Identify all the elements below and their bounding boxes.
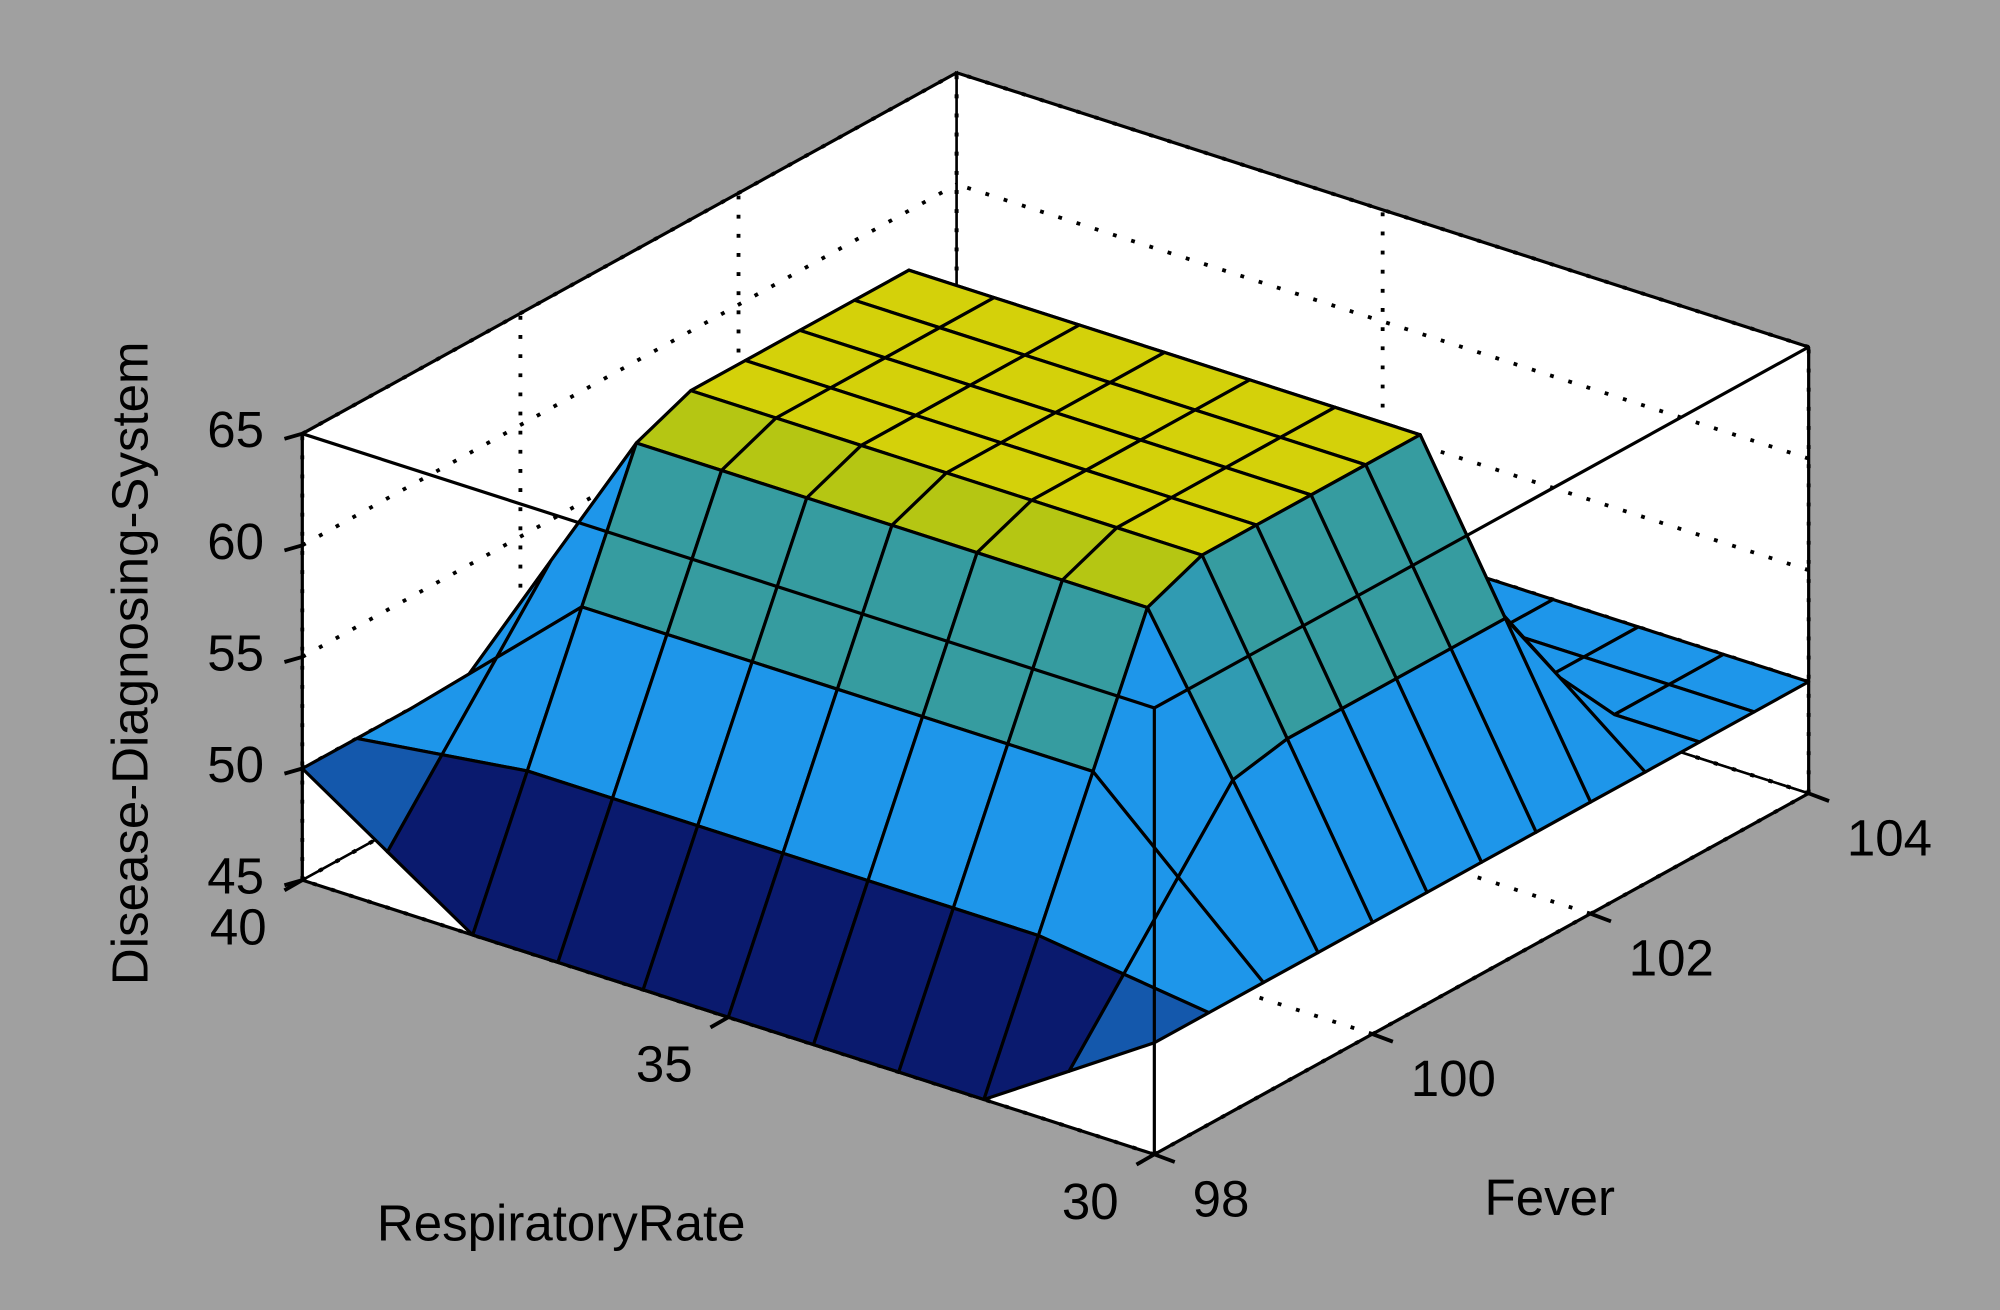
box-edge: [956, 71, 1810, 349]
y-tick-label: 104: [1847, 809, 1932, 866]
box-edge: [301, 71, 958, 436]
z-tick-label: 45: [207, 848, 264, 905]
z-tick-label: 65: [207, 401, 264, 458]
surface-patch: [1067, 972, 1211, 1073]
y-tick-label: 98: [1193, 1170, 1250, 1227]
y-tick: [1808, 791, 1830, 803]
box-edge: [1153, 791, 1810, 1156]
x-tick: [1135, 1152, 1156, 1167]
y-tick: [1371, 1032, 1394, 1044]
x-tick-label: 40: [210, 899, 267, 956]
z-tick-label: 55: [207, 624, 264, 681]
box-edge: [301, 432, 1155, 710]
z-tick: [283, 543, 303, 553]
z-axis-label: Disease-Diagnosing-System: [101, 341, 158, 985]
x-tick: [709, 1015, 730, 1030]
x-tick: [283, 878, 304, 892]
z-tick: [283, 431, 303, 441]
z-tick: [283, 655, 303, 664]
y-tick-label: 100: [1411, 1050, 1496, 1107]
x-tick-label: 35: [636, 1036, 693, 1093]
y-tick-label: 102: [1629, 930, 1714, 987]
y-axis-label: Fever: [1485, 1169, 1615, 1226]
z-tick-label: 50: [207, 736, 264, 793]
y-tick: [1589, 911, 1612, 924]
x-tick-label: 30: [1062, 1173, 1119, 1230]
y-tick: [1153, 1152, 1176, 1164]
z-tick: [283, 766, 303, 776]
x-axis-label: RespiratoryRate: [377, 1195, 746, 1252]
z-tick-label: 60: [207, 513, 264, 570]
box-edge: [1153, 345, 1810, 710]
